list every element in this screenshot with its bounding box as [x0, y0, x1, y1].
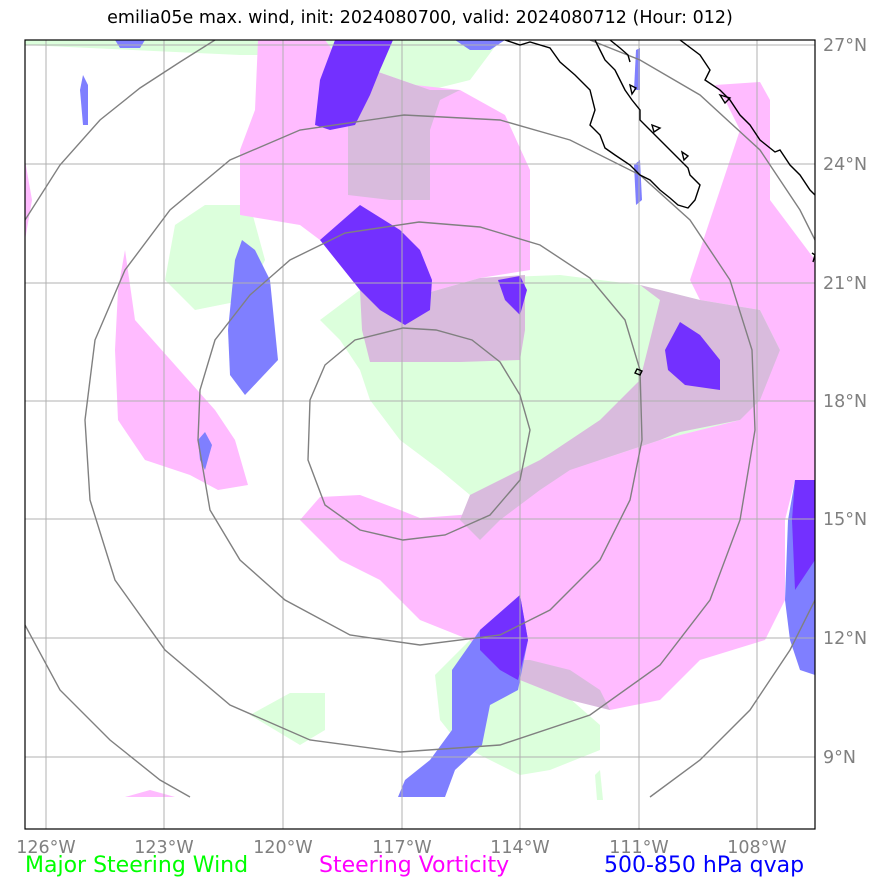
- lon-label: 126°W: [16, 838, 75, 858]
- legend-steering-wind: Major Steering Wind: [25, 853, 249, 878]
- lat-label: 18°N: [823, 392, 867, 412]
- grid-lines: [25, 40, 815, 829]
- lat-label: 21°N: [823, 274, 867, 294]
- legend-qvap: 500-850 hPa qvap: [604, 853, 805, 878]
- lon-label: 117°W: [372, 838, 431, 858]
- coastline: [504, 40, 815, 376]
- lat-label: 27°N: [823, 36, 867, 56]
- lat-label: 12°N: [823, 629, 867, 649]
- lat-axis-labels: 27°N 24°N 21°N 18°N 15°N 12°N 9°N: [823, 36, 867, 768]
- range-rings: [25, 40, 815, 798]
- lat-label: 9°N: [823, 748, 856, 768]
- lon-label: 123°W: [134, 838, 193, 858]
- legend-steering-vorticity: Steering Vorticity: [319, 853, 510, 878]
- qvap-layer: [80, 40, 815, 797]
- plot-frame: [24, 39, 816, 830]
- lat-label: 15°N: [823, 510, 867, 530]
- lon-label: 120°W: [253, 838, 312, 858]
- lon-label: 108°W: [727, 838, 786, 858]
- map-title: emilia05e max. wind, init: 2024080700, v…: [107, 8, 733, 28]
- lon-label: 111°W: [609, 838, 668, 858]
- lon-axis-labels: 126°W 123°W 120°W 117°W 114°W 111°W 108°…: [16, 838, 786, 858]
- lat-label: 24°N: [823, 155, 867, 175]
- lon-label: 114°W: [490, 838, 549, 858]
